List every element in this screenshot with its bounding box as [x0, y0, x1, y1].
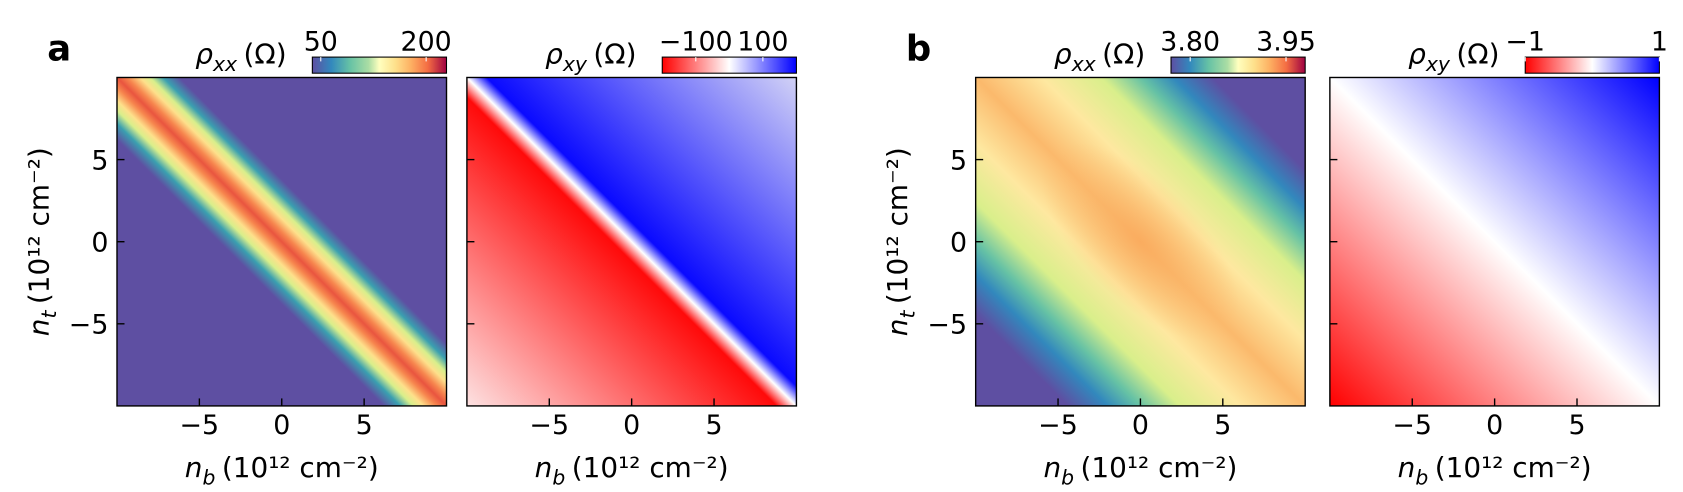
label-subscript: xy	[1425, 52, 1451, 76]
label-unit: (10¹² cm⁻²)	[1435, 451, 1592, 484]
colorbar-tick-label: −1	[1505, 27, 1545, 58]
x-tick-label: 0	[623, 410, 640, 441]
label-subscript: xy	[562, 52, 588, 76]
x-tick-label: −5	[530, 410, 570, 441]
label-symbol: n	[1043, 451, 1061, 484]
colorbar	[1524, 56, 1660, 74]
axis-label: nb (10¹² cm⁻²)	[535, 451, 729, 490]
label-subscript: xx	[212, 52, 238, 76]
x-tick-label: −5	[1038, 410, 1078, 441]
colorbar	[661, 56, 797, 74]
x-tick-label: 0	[273, 410, 290, 441]
axis-label: nb (10¹² cm⁻²)	[1043, 451, 1237, 490]
colorbar-tick-label: 1	[1651, 27, 1668, 58]
label-subscript: xx	[1071, 52, 1097, 76]
axis-label: nt (10¹² cm⁻²)	[22, 147, 61, 336]
panel-label: a	[47, 28, 71, 69]
colorbar-tick-label: 100	[737, 27, 788, 58]
x-tick-label: 5	[706, 410, 723, 441]
label-subscript: t	[37, 310, 61, 319]
label-unit: (10¹² cm⁻²)	[572, 451, 729, 484]
label-symbol: ρ	[1408, 38, 1426, 71]
label-symbol: ρ	[545, 38, 563, 71]
label-unit: (10¹² cm⁻²)	[881, 147, 914, 304]
label-unit: (Ω)	[244, 38, 287, 71]
axis-label: ρxx (Ω)	[1054, 38, 1145, 77]
label-symbol: n	[881, 319, 914, 337]
axis-label: nb (10¹² cm⁻²)	[185, 451, 379, 490]
label-unit: (Ω)	[1456, 38, 1499, 71]
heatmap-center	[1040, 141, 1241, 342]
axis-label: ρxy (Ω)	[1408, 38, 1499, 77]
y-tick-label: 0	[91, 227, 108, 258]
label-unit: (10¹² cm⁻²)	[1081, 451, 1238, 484]
colorbar	[311, 56, 448, 74]
label-unit: (10¹² cm⁻²)	[222, 451, 379, 484]
x-tick-label: 5	[1568, 410, 1585, 441]
label-subscript: b	[1061, 465, 1074, 489]
x-tick-label: 0	[1486, 410, 1503, 441]
label-subscript: b	[552, 465, 565, 489]
y-tick-label: 5	[950, 145, 967, 176]
label-unit: (Ω)	[1102, 38, 1145, 71]
label-symbol: n	[1398, 451, 1416, 484]
colorbar-tick-label: −100	[659, 27, 733, 58]
label-symbol: ρ	[1054, 38, 1072, 71]
y-tick-label: 5	[91, 145, 108, 176]
x-tick-label: 5	[356, 410, 373, 441]
axis-label: nb (10¹² cm⁻²)	[1398, 451, 1592, 490]
y-tick-label: 0	[950, 227, 967, 258]
axis-label: ρxx (Ω)	[195, 38, 286, 77]
axis-label: ρxy (Ω)	[545, 38, 636, 77]
colorbar-tick-label: 50	[304, 27, 338, 58]
y-tick-label: −5	[928, 309, 968, 340]
axis-label: nt (10¹² cm⁻²)	[881, 147, 920, 336]
heatmap	[116, 77, 447, 406]
label-symbol: ρ	[195, 38, 213, 71]
label-unit: (10¹² cm⁻²)	[22, 147, 55, 304]
y-tick-label: −5	[69, 309, 109, 340]
x-tick-label: 5	[1214, 410, 1231, 441]
label-symbol: n	[22, 319, 55, 337]
x-tick-label: 0	[1132, 410, 1149, 441]
label-subscript: b	[1415, 465, 1428, 489]
label-subscript: b	[202, 465, 215, 489]
label-symbol: n	[535, 451, 553, 484]
label-symbol: n	[185, 451, 203, 484]
x-tick-label: −5	[180, 410, 220, 441]
colorbar	[1170, 56, 1306, 74]
label-subscript: t	[895, 310, 919, 319]
colorbar-tick-label: 3.80	[1160, 27, 1220, 58]
panel-label: b	[906, 28, 931, 69]
colorbar-tick-label: 200	[401, 27, 452, 58]
heatmap	[466, 77, 797, 406]
x-tick-label: −5	[1392, 410, 1432, 441]
label-unit: (Ω)	[593, 38, 636, 71]
heatmap	[1329, 77, 1660, 406]
colorbar-tick-label: 3.95	[1256, 27, 1316, 58]
